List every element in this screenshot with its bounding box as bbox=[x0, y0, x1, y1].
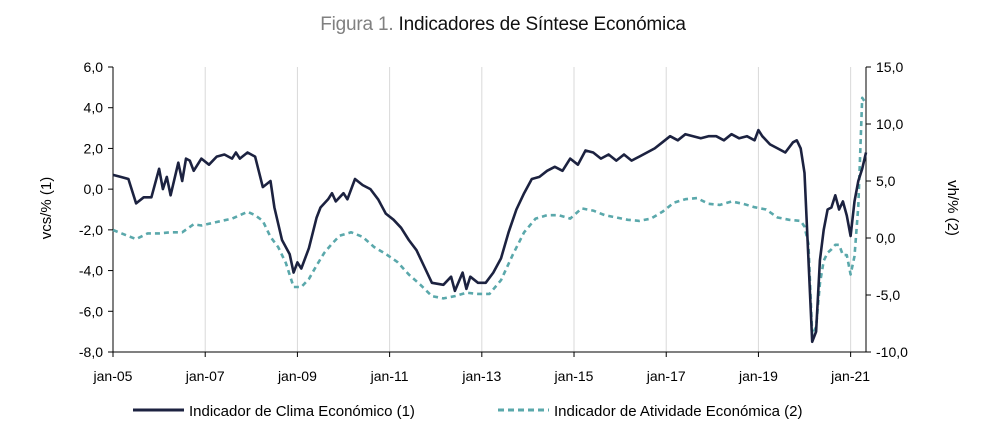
y-left-tick-label: 2,0 bbox=[84, 140, 104, 156]
y-right-tick-label: -10,0 bbox=[876, 344, 908, 360]
gridlines bbox=[112, 67, 852, 352]
y-right-tick-label: 5,0 bbox=[876, 173, 896, 189]
axes bbox=[108, 66, 871, 357]
y-right-tick-label: 15,0 bbox=[876, 59, 903, 75]
tick-labels: jan-05 jan-07 jan-09 jan-11 jan-13 jan-15 jan-… bbox=[79, 59, 908, 384]
series-lines bbox=[112, 96, 868, 344]
x-tick-label: jan-21 bbox=[830, 368, 870, 384]
y-left-tick-label: 4,0 bbox=[84, 100, 104, 116]
y-right-tick-label: -5,0 bbox=[876, 287, 900, 303]
figure-title: Indicadores de Síntese Económica bbox=[398, 14, 686, 35]
series-line-clima bbox=[112, 128, 868, 344]
y-left-tick-label: -4,0 bbox=[79, 263, 103, 279]
y-left-tick-label: -2,0 bbox=[79, 222, 103, 238]
y-left-tick-label: -6,0 bbox=[79, 303, 103, 319]
y-axis-left-title: vcs/% (1) bbox=[38, 177, 55, 240]
x-tick-label: jan-15 bbox=[554, 368, 594, 384]
y-left-tick-label: 0,0 bbox=[84, 181, 104, 197]
legend-label-atividade: Indicador de Atividade Económica (2) bbox=[554, 403, 802, 420]
x-tick-label: jan-09 bbox=[277, 368, 317, 384]
x-tick-label: jan-13 bbox=[461, 368, 501, 384]
x-tick-label: jan-05 bbox=[93, 368, 133, 384]
chart-title: Figura 1. Indicadores de Síntese Económi… bbox=[0, 14, 1006, 36]
x-tick-label: jan-17 bbox=[646, 368, 686, 384]
series-line-atividade bbox=[112, 96, 868, 337]
y-left-tick-label: 6,0 bbox=[84, 59, 104, 75]
figure-number: Figura 1. bbox=[320, 14, 394, 35]
x-tick-label: jan-07 bbox=[185, 368, 225, 384]
y-right-tick-label: 0,0 bbox=[876, 230, 896, 246]
x-tick-label: jan-11 bbox=[370, 368, 409, 384]
y-left-tick-label: -8,0 bbox=[79, 344, 103, 360]
y-axis-right-title: vh/% (2) bbox=[944, 180, 961, 236]
y-right-tick-label: 10,0 bbox=[876, 116, 903, 132]
legend: Indicador de Clima Económico (1) Indicad… bbox=[133, 403, 802, 420]
x-tick-label: jan-19 bbox=[738, 368, 778, 384]
legend-label-clima: Indicador de Clima Económico (1) bbox=[189, 403, 415, 420]
